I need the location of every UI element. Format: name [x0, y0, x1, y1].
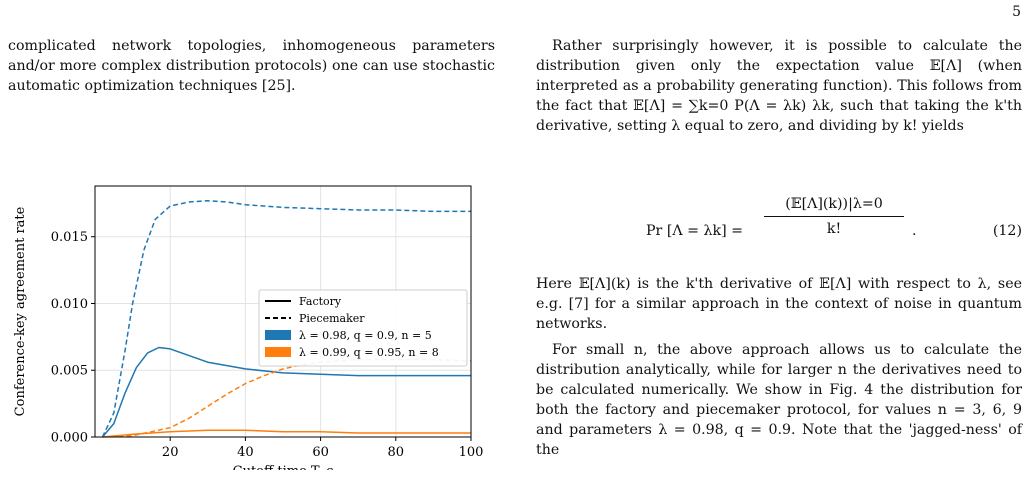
equation-denominator: k! [826, 221, 842, 237]
legend-box [258, 289, 468, 367]
paragraph-2: Here 𝔼[Λ](k) is the k'th derivative of 𝔼… [536, 276, 1022, 332]
equation-lhs: Pr [Λ = λk] = [646, 223, 744, 239]
y-tick-label: 0.000 [51, 431, 88, 446]
axes-frame [94, 185, 472, 438]
paragraph-3-block: For small n, the above approach allows u… [536, 340, 1022, 460]
y-tick-label: 0.010 [51, 297, 88, 312]
legend-swatch [265, 347, 291, 357]
x-tick-label: 60 [312, 445, 329, 460]
legend-swatch [265, 330, 291, 340]
equation-period: . [912, 223, 917, 239]
equation-numerator: (𝔼[Λ](k))|λ=0 [764, 196, 904, 217]
x-tick-label: 20 [162, 445, 179, 460]
x-axis-label: Cutoff time T_c [233, 464, 334, 470]
equation-fraction: (𝔼[Λ](k))|λ=0 k! [764, 196, 904, 237]
x-tick-label: 80 [388, 445, 405, 460]
y-tick-label: 0.015 [51, 230, 88, 245]
series-line [101, 199, 471, 438]
tick-marks: 20 40 60 80 100 0.000 0.005 0.010 0.015 [51, 230, 484, 460]
right-column: Rather surprisingly however, it is possi… [536, 36, 1022, 136]
legend-label: λ = 0.98, q = 0.9, n = 5 [299, 329, 432, 342]
equation-12: Pr [Λ = λk] = (𝔼[Λ](k))|λ=0 k! . (12) [536, 196, 1022, 268]
legend-label: Piecemaker [299, 312, 365, 325]
y-axis-label: Conference-key agreement rate [13, 206, 28, 416]
paragraph-3: For small n, the above approach allows u… [536, 342, 1022, 458]
equation-number: (12) [992, 223, 1022, 239]
legend-label: λ = 0.99, q = 0.95, n = 8 [299, 346, 439, 359]
legend-label: Factory [299, 295, 342, 308]
figure-cka-rate-chart: 20 40 60 80 100 0.000 0.005 0.010 0.015 Cutoff t… [13, 185, 484, 470]
paragraph-2-block: Here 𝔼[Λ](k) is the k'th derivative of 𝔼… [536, 274, 1022, 334]
left-column: complicated network topologies, inhomoge… [8, 36, 495, 96]
x-tick-label: 100 [459, 445, 484, 460]
paragraph-1: Rather surprisingly however, it is possi… [536, 38, 1022, 134]
chart-legend: Factory Piecemaker λ = 0.98, q = 0.9, n = … [258, 289, 468, 367]
series-line [102, 358, 472, 438]
x-tick-label: 40 [237, 445, 254, 460]
left-paragraph: complicated network topologies, inhomoge… [8, 38, 495, 94]
series-line [102, 429, 471, 438]
page-number: 5 [1012, 4, 1021, 20]
y-tick-label: 0.005 [51, 364, 88, 379]
series-line [101, 346, 471, 438]
